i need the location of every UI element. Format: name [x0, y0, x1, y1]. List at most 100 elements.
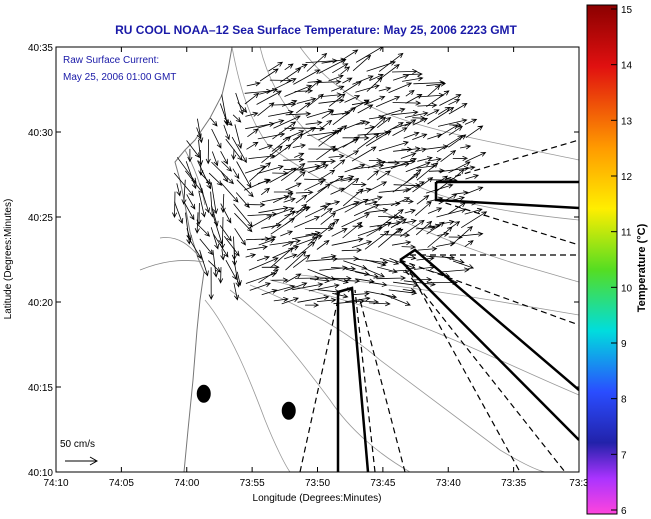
station-marker [281, 401, 296, 420]
current-vector [273, 297, 289, 303]
current-vector [404, 119, 417, 127]
current-vector [294, 152, 305, 158]
current-vector [447, 202, 467, 215]
current-vector [403, 131, 420, 139]
current-vector [366, 221, 392, 237]
current-vector [402, 181, 425, 193]
current-vector [318, 58, 347, 74]
current-vector [369, 281, 388, 287]
current-vector [258, 205, 289, 214]
current-vector [223, 124, 230, 141]
current-vector [345, 268, 371, 276]
current-vector [340, 66, 351, 75]
current-vector [257, 119, 285, 129]
current-vector [220, 203, 232, 224]
current-vector [435, 175, 449, 185]
current-vector [197, 160, 212, 190]
current-vector [437, 106, 451, 115]
current-vector [365, 200, 379, 206]
current-vector [342, 81, 362, 94]
current-vector [416, 194, 430, 205]
current-vector [388, 215, 405, 221]
current-vector [294, 216, 321, 228]
current-vector [375, 96, 401, 108]
current-vector [320, 202, 332, 208]
current-vector [258, 238, 276, 246]
colorbar-tick-label: 10 [621, 283, 633, 294]
colorbar-tick-label: 7 [621, 450, 627, 461]
current-vector [319, 275, 352, 281]
current-vector [438, 193, 458, 205]
current-vector [465, 125, 484, 139]
colorbar: 15 14 13 12 11 10 9 8 7 6 Temperature (°C) [586, 4, 648, 517]
current-vector [436, 208, 467, 218]
current-vector [328, 153, 345, 159]
current-vector [448, 99, 461, 106]
current-vector [328, 74, 344, 82]
current-vector [199, 238, 214, 256]
current-vector [352, 163, 385, 170]
current-vector [388, 267, 412, 273]
colorbar-tick-label: 8 [621, 395, 627, 406]
current-vector [234, 124, 243, 150]
current-vector [414, 201, 432, 217]
current-vector [412, 117, 429, 126]
current-vector [318, 79, 342, 85]
current-vector [181, 179, 187, 205]
current-vector [305, 183, 331, 203]
current-vector [295, 194, 308, 204]
y-tick-label: 40:10 [28, 468, 53, 479]
current-vector [232, 168, 240, 180]
current-vector [271, 277, 289, 283]
current-vector [331, 85, 345, 92]
current-vector [353, 204, 380, 217]
current-vector [460, 211, 488, 229]
current-vector [317, 169, 336, 181]
y-tick-label: 40:30 [28, 128, 53, 139]
current-vector [243, 178, 271, 191]
current-vector [355, 84, 380, 93]
current-vector [449, 196, 466, 202]
current-vector [316, 239, 330, 250]
current-vector [273, 192, 294, 203]
current-vector [231, 149, 237, 161]
current-vector [211, 205, 219, 227]
current-vector [367, 170, 380, 181]
current-vector [172, 191, 178, 219]
y-axis: 40:10 40:15 40:20 40:25 40:30 40:35 [28, 43, 579, 479]
current-vector [212, 249, 219, 278]
current-vector [331, 237, 364, 246]
current-vector [320, 207, 333, 218]
current-vector [391, 68, 418, 75]
current-vector [381, 293, 411, 306]
current-vector [378, 208, 404, 229]
current-vector [365, 207, 389, 214]
current-vector [273, 207, 295, 216]
current-vector [328, 200, 341, 206]
current-vector [377, 227, 402, 248]
current-vector [438, 118, 468, 127]
current-vector [464, 200, 478, 206]
current-vector [272, 144, 292, 159]
current-vector [296, 241, 316, 258]
current-vector [332, 292, 349, 299]
current-vector [452, 168, 465, 180]
current-vector [285, 273, 302, 283]
current-vector [218, 267, 224, 284]
current-vector [412, 177, 434, 193]
colorbar-tick-label: 9 [621, 339, 627, 350]
current-vector [332, 256, 360, 262]
current-vector [261, 145, 283, 164]
current-vector [390, 218, 408, 228]
current-vector [401, 218, 417, 224]
current-vector [332, 106, 357, 126]
current-vector [401, 146, 413, 152]
bathymetry-contours [204, 47, 579, 472]
current-vector [341, 247, 363, 253]
x-tick-label: 73:35 [501, 478, 526, 489]
current-vector [196, 127, 202, 140]
current-vector [426, 280, 459, 286]
current-vector [305, 302, 320, 308]
current-vector [436, 241, 456, 247]
current-vector [417, 156, 433, 162]
